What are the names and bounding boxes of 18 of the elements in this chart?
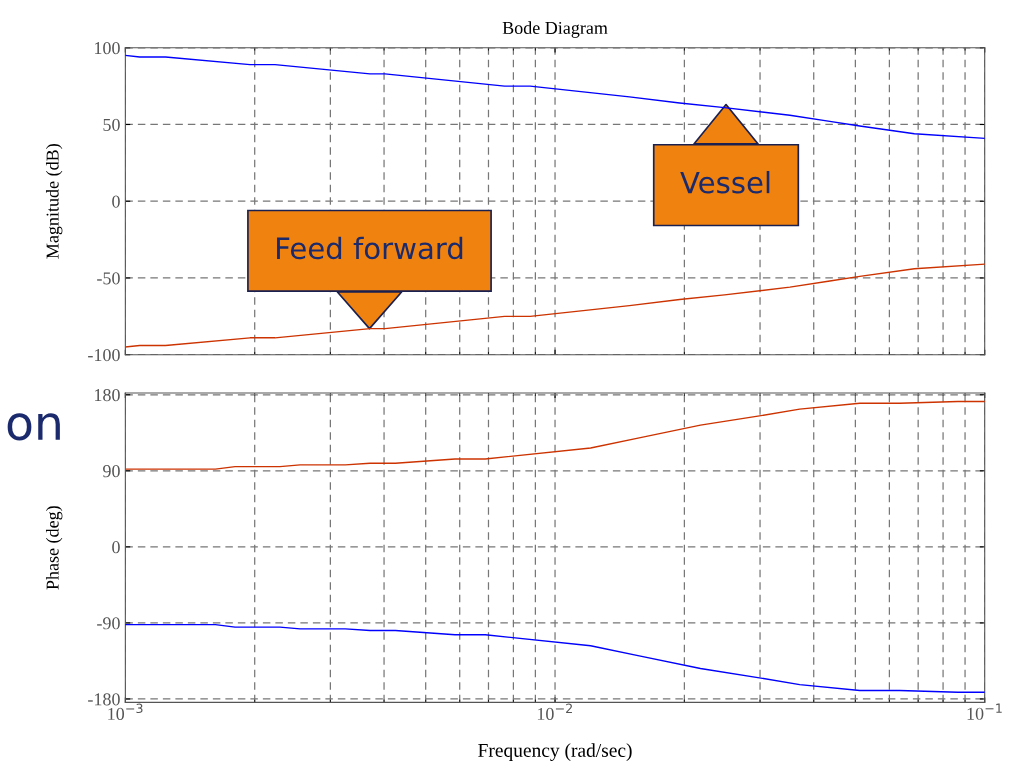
- y-tick-label: 0: [112, 195, 120, 208]
- x-tick-label: 10$^{−1}$: [967, 703, 1002, 720]
- x-axis-title: Frequency (rad/sec): [478, 743, 632, 761]
- x-tick-label: 10$^{−2}$: [537, 703, 572, 721]
- y-tick-label: 100: [95, 42, 120, 55]
- y-axis-title: Phase (deg): [45, 506, 63, 590]
- y-tick-label: -50: [97, 272, 120, 285]
- y-tick-label: 50: [103, 118, 120, 131]
- y-tick-label: 90: [103, 465, 120, 478]
- annotation: Feed forward: [277, 236, 463, 260]
- y-tick-label: 180: [95, 389, 120, 402]
- y-tick-label: 0: [112, 541, 120, 554]
- chart-title: Bode Diagram: [502, 21, 608, 38]
- text: on: [7, 413, 60, 441]
- y-tick-label: -90: [97, 617, 120, 630]
- annotation: Vessel: [680, 170, 770, 194]
- y-tick-label: -100: [88, 348, 120, 362]
- y-axis-title: Magnitude (dB): [45, 144, 63, 259]
